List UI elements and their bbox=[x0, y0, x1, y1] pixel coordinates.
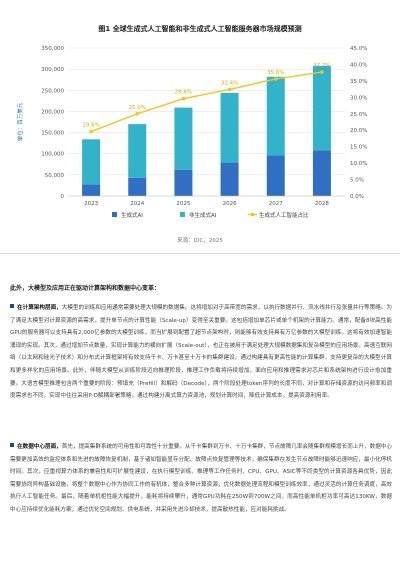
share-point bbox=[227, 87, 232, 92]
share-line-path bbox=[90, 71, 323, 133]
bar-生成式AI bbox=[266, 155, 285, 196]
share-data-label: 35.6% bbox=[267, 70, 284, 76]
share-data-label: 29.6% bbox=[175, 90, 192, 96]
legend-label: 生成式人工智能占比 bbox=[259, 211, 309, 219]
chart-title: 图1 全球生成式人工智能和非生成式人工智能服务器市场规模预测 bbox=[98, 25, 302, 33]
share-data-label: 37.7% bbox=[313, 63, 330, 69]
bar-生成式AI bbox=[220, 162, 239, 196]
bar-生成式AI bbox=[174, 169, 193, 196]
x-tick-label: 2025 bbox=[176, 201, 190, 207]
bar-生成式AI bbox=[312, 150, 331, 196]
paragraph-lead: 在数据中心层面， bbox=[17, 444, 62, 450]
share-data-label: 19.6% bbox=[82, 123, 99, 129]
paragraph-body: 大模型的训练和应用通常需要处理大规模的数据集。这将增加对于高带宽的需求，以执行数… bbox=[10, 305, 392, 400]
y2-tick-label: 15.0% bbox=[350, 145, 367, 151]
y-tick-label: 150,000 bbox=[41, 131, 64, 137]
y2-tick-label: 10.0% bbox=[350, 161, 367, 167]
y2-tick-label: 5.0% bbox=[350, 178, 364, 184]
share-point bbox=[89, 129, 93, 134]
y-tick-label: 300,000 bbox=[41, 67, 64, 73]
y2-tick-label: 35.0% bbox=[350, 79, 367, 85]
y-axis-label: 单位：百万美元 bbox=[16, 102, 24, 141]
share-point bbox=[273, 77, 278, 81]
bullet-icon bbox=[10, 304, 14, 308]
y-tick-label: 50,000 bbox=[45, 173, 65, 179]
y2-tick-label: 0.0% bbox=[350, 194, 364, 200]
axes: 0 50,000 100,000 150,000 200,000 250,000 300,0… bbox=[16, 46, 367, 207]
y2-tick-label: 25.0% bbox=[350, 112, 367, 118]
bar-生成式AI bbox=[128, 177, 147, 196]
bar-非生成式AI bbox=[220, 92, 239, 163]
bar-非生成式AI bbox=[82, 139, 101, 185]
y-tick-label: 0 bbox=[61, 194, 65, 200]
share-data-label: 32.4% bbox=[221, 80, 238, 86]
y2-tick-label: 30.0% bbox=[350, 95, 367, 101]
intro-text: 此外，大模型及应用正在驱动计算架构和数据中心变革： bbox=[10, 285, 161, 292]
bar-非生成式AI bbox=[174, 107, 193, 170]
section-divider bbox=[0, 253, 400, 254]
x-tick-label: 2026 bbox=[223, 201, 237, 207]
x-tick-label: 2028 bbox=[315, 201, 329, 207]
y2-tick-label: 20.0% bbox=[350, 128, 367, 134]
bar-生成式AI bbox=[82, 184, 101, 196]
y2-tick-label: 40.0% bbox=[350, 62, 367, 68]
bar-series bbox=[82, 65, 331, 196]
legend-swatch bbox=[180, 212, 185, 217]
paragraph-data-center: 在数据中心层面，首先，提高集群系统的可用性和可靠性十分重要。从千卡集群到万卡、十… bbox=[10, 441, 392, 517]
legend-label: 非生成式AI bbox=[189, 211, 217, 219]
legend-label: 生成式AI bbox=[121, 211, 143, 219]
y-tick-label: 200,000 bbox=[41, 109, 64, 115]
y-tick-label: 100,000 bbox=[41, 152, 64, 158]
grid-lines bbox=[68, 47, 345, 197]
paragraph-body: 首先，提高集群系统的可用性和可靠性十分重要。从千卡集群到万卡、十万卡集群，节点故… bbox=[10, 444, 392, 513]
x-tick-label: 2024 bbox=[130, 201, 144, 207]
chart-source: 来源：IDC，2025 bbox=[177, 238, 223, 244]
share-point bbox=[135, 111, 140, 116]
bar-非生成式AI bbox=[128, 124, 147, 178]
market-size-chart: 19.6% 25.0% 29.6% 32.4% 35.6% 37.7% 0 50,000 10… bbox=[16, 46, 367, 219]
share-point bbox=[181, 96, 186, 101]
paragraph-compute-architecture: 在计算架构层面，大模型的训练和应用通常需要处理大规模的数据集。这将增加对于高带宽… bbox=[10, 302, 392, 403]
paragraph-lead: 在计算架构层面， bbox=[17, 305, 62, 311]
y-tick-label: 250,000 bbox=[41, 88, 64, 94]
chart-legend: 生成式AI 非生成式AI 生成式人工智能占比 bbox=[112, 211, 309, 219]
share-line: 19.6% 25.0% 29.6% 32.4% 35.6% 37.7% bbox=[82, 63, 331, 134]
legend-swatch bbox=[112, 212, 117, 217]
share-point bbox=[320, 70, 324, 74]
legend-swatch-dot bbox=[250, 212, 255, 217]
bar-非生成式AI bbox=[312, 65, 331, 151]
y-tick-label: 350,000 bbox=[41, 46, 64, 52]
x-tick-label: 2023 bbox=[84, 201, 98, 207]
x-tick-label: 2027 bbox=[269, 201, 283, 207]
bullet-icon bbox=[10, 443, 14, 447]
share-data-label: 25.0% bbox=[129, 105, 146, 111]
bar-非生成式AI bbox=[266, 76, 285, 156]
y2-tick-label: 45.0% bbox=[350, 46, 367, 52]
